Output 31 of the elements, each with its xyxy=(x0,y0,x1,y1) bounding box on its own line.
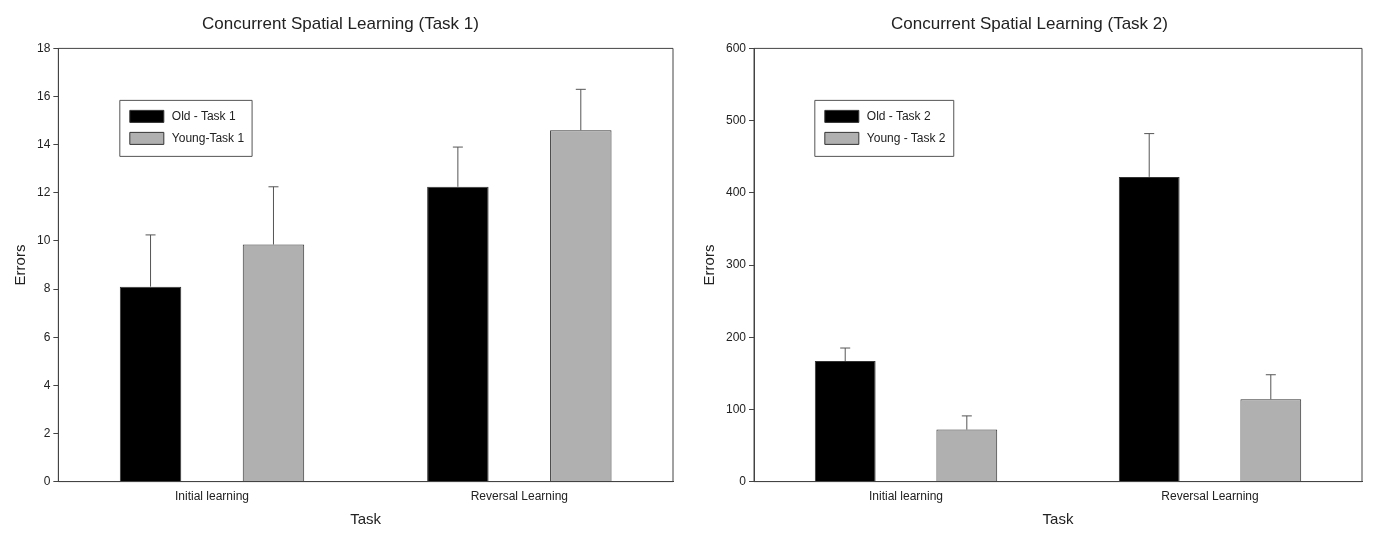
y-tick-label: 200 xyxy=(725,329,747,344)
y-tick-label: 100 xyxy=(725,401,747,416)
x-tick-label: Initial learning xyxy=(174,489,250,504)
legend-label: Young - Task 2 xyxy=(866,130,946,145)
y-tick-label: 8 xyxy=(43,281,51,296)
x-axis-title: Task xyxy=(1042,510,1074,528)
y-tick-label: 18 xyxy=(36,40,51,55)
x-tick-label: Initial learning xyxy=(868,489,944,504)
y-tick-label: 2 xyxy=(43,425,51,440)
y-tick-label: 16 xyxy=(36,88,51,103)
y-tick-label: 400 xyxy=(725,185,747,200)
legend-label: Old - Task 2 xyxy=(866,108,931,123)
y-tick-label: 12 xyxy=(36,185,51,200)
x-axis-title: Task xyxy=(350,510,382,528)
legend-label: Old - Task 1 xyxy=(171,108,236,123)
y-tick-label: 0 xyxy=(43,473,51,488)
chart-title: Concurrent Spatial Learning (Task 2) xyxy=(891,13,1168,33)
y-tick-label: 600 xyxy=(725,40,747,55)
y-axis-title: Errors xyxy=(700,244,718,286)
y-tick-label: 0 xyxy=(739,473,747,488)
chart-title: Concurrent Spatial Learning (Task 1) xyxy=(202,13,479,33)
y-tick-label: 500 xyxy=(725,112,747,127)
y-axis-title: Errors xyxy=(11,244,29,286)
x-tick-label: Reversal Learning xyxy=(1161,489,1259,504)
y-tick-label: 300 xyxy=(725,257,747,272)
y-tick-label: 10 xyxy=(36,233,51,248)
x-tick-label: Reversal Learning xyxy=(470,489,569,504)
y-tick-label: 6 xyxy=(43,329,51,344)
y-tick-label: 4 xyxy=(43,377,51,392)
legend-label: Young-Task 1 xyxy=(171,130,245,145)
y-tick-label: 14 xyxy=(36,136,51,151)
